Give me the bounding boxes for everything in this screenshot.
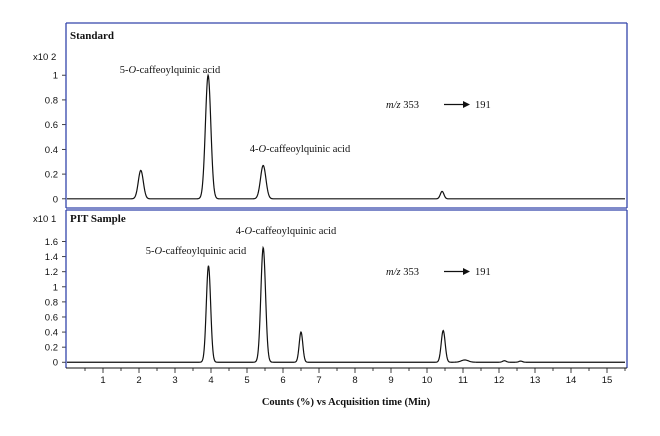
y-tick-label: 0.8	[45, 95, 58, 106]
mz-product: 191	[475, 267, 491, 278]
x-tick-label: 13	[530, 375, 541, 386]
arrow-head-icon	[463, 268, 470, 275]
y-tick-label: 0.8	[45, 297, 58, 308]
annotations: 5-O-caffeoylquinic acid 4-O-caffeoylquini…	[120, 65, 491, 155]
panel-frames	[65, 22, 628, 368]
x-tick-label: 5	[244, 375, 249, 386]
x-tick-label: 3	[172, 375, 177, 386]
y-multiplier: x10 2	[33, 52, 56, 63]
y-multiplier: x10 1	[33, 214, 56, 225]
y-tick-label: 0	[53, 358, 58, 369]
x-tick-label: 12	[494, 375, 505, 386]
y-tick-label: 0.4	[45, 145, 58, 156]
y-tick-label: 0.6	[45, 120, 58, 131]
y-tick-label: 1	[53, 71, 58, 82]
pit-sample-panel: PIT Sample x10 1 0 0.2 0.4 0.6 0.8 1 1.2 1.4 1.6…	[33, 213, 625, 369]
x-tick-label: 2	[136, 375, 141, 386]
x-tick-label: 9	[388, 375, 393, 386]
y-axis: 0 0.2 0.4 0.6 0.8 1 1.2 1.4 1.6	[45, 237, 66, 369]
x-tick-label: 10	[422, 375, 433, 386]
mz-label: m/z 353	[386, 100, 419, 111]
x-axis-title: Counts (%) vs Acquisition time (Min)	[262, 397, 431, 408]
y-tick-label: 0	[53, 194, 58, 205]
transition-label: m/z 353 191	[386, 100, 491, 111]
mz-label: m/z 353	[386, 267, 419, 278]
x-axis: 1 2 3 4 5 6 7 8 9 10 11 12 13 14 15	[66, 367, 627, 386]
x-tick-label: 7	[316, 375, 321, 386]
y-axis: 0 0.2 0.4 0.6 0.8 1	[45, 71, 66, 205]
panel-title: Standard	[70, 30, 114, 42]
x-tick-label: 11	[458, 375, 468, 386]
x-tick-label: 1	[100, 375, 105, 386]
y-tick-label: 0.2	[45, 343, 58, 354]
x-tick-label: 15	[602, 375, 613, 386]
standard-panel: Standard x10 2 0 0.2 0.4 0.6 0.8 1 5-O-caffeo…	[33, 30, 625, 205]
y-tick-label: 0.2	[45, 170, 58, 181]
arrow-head-icon	[463, 101, 470, 108]
x-tick-label: 6	[280, 375, 285, 386]
transition-label: m/z 353 191	[386, 267, 491, 278]
y-tick-label: 0.4	[45, 328, 58, 339]
chromatogram-trace	[67, 73, 625, 200]
annotations: 5-O-caffeoylquinic acid 4-O-caffeoylquini…	[146, 226, 491, 278]
y-tick-label: 1	[53, 282, 58, 293]
peak-label: 4-O-caffeoylquinic acid	[250, 144, 351, 155]
peak-label: 5-O-caffeoylquinic acid	[120, 65, 221, 76]
x-tick-label: 8	[352, 375, 357, 386]
x-tick-label: 14	[566, 375, 577, 386]
peak-label: 4-O-caffeoylquinic acid	[236, 226, 337, 237]
x-tick-label: 4	[208, 375, 213, 386]
y-tick-label: 1.6	[45, 237, 58, 248]
y-tick-label: 0.6	[45, 312, 58, 323]
panel-title: PIT Sample	[70, 213, 126, 225]
peak-label: 5-O-caffeoylquinic acid	[146, 246, 247, 257]
mz-product: 191	[475, 100, 491, 111]
y-tick-label: 1.2	[45, 267, 58, 278]
chromatogram-trace	[67, 245, 625, 363]
y-tick-label: 1.4	[45, 252, 58, 263]
